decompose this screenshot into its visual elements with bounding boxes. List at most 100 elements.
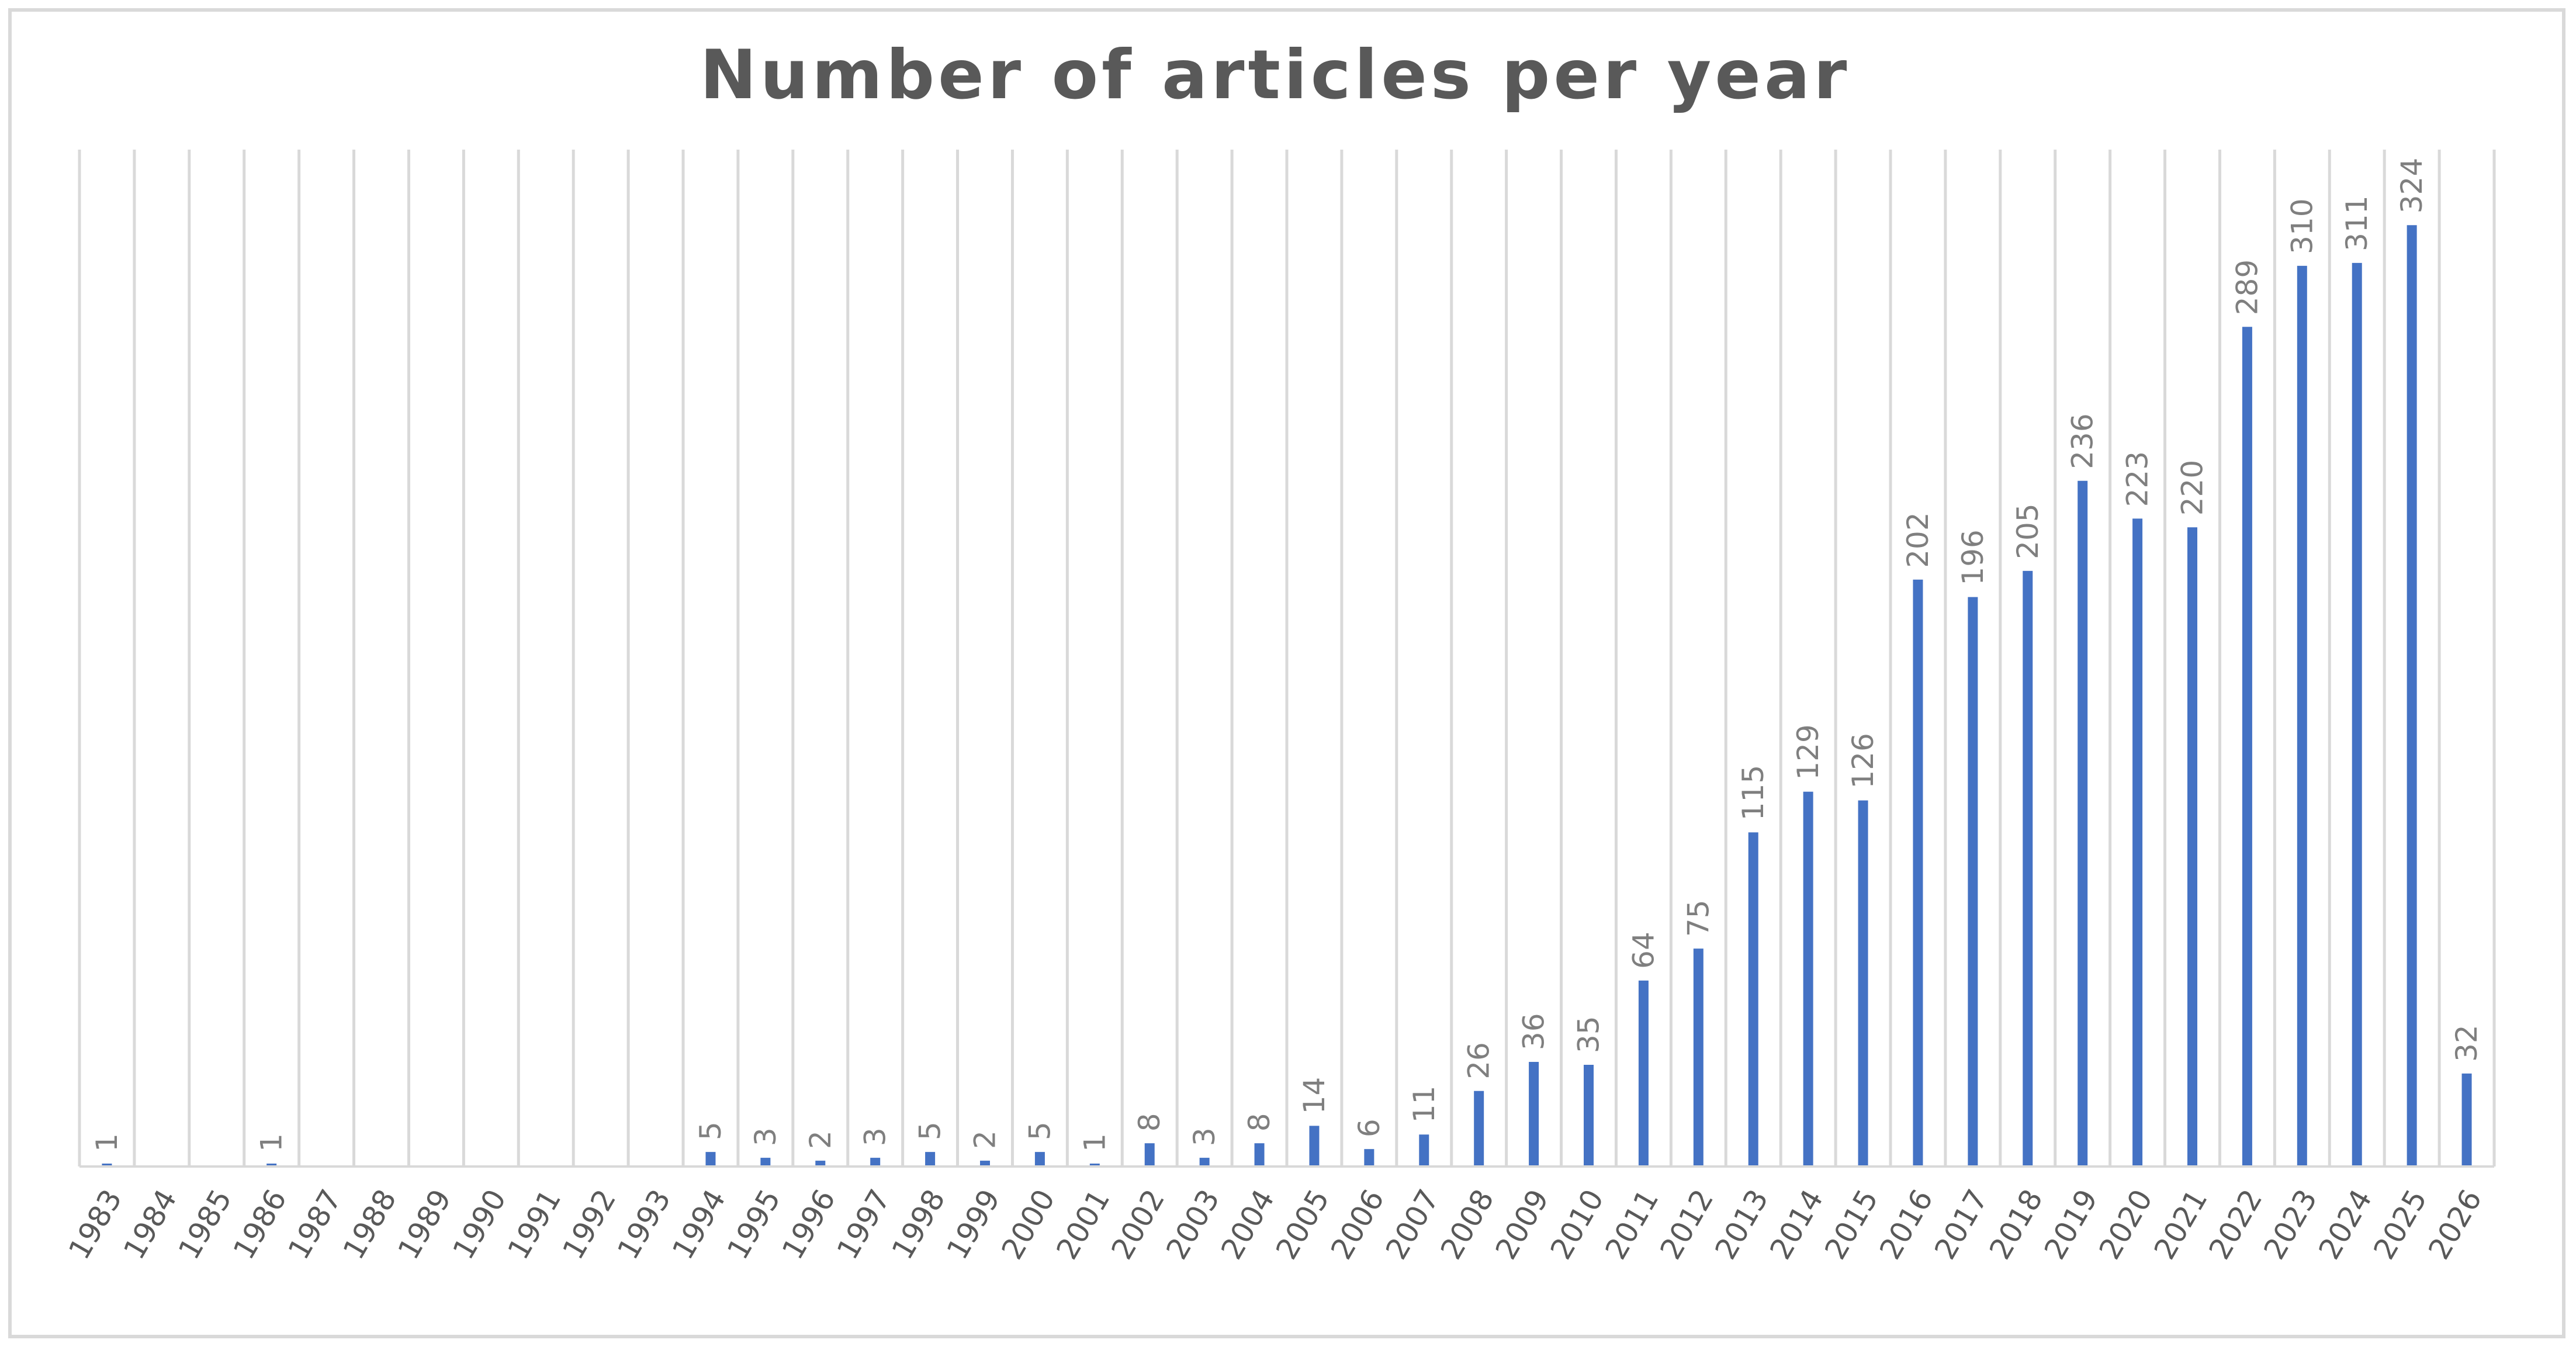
- bar-2003: [1199, 1158, 1210, 1166]
- bar-2008: [1474, 1091, 1484, 1166]
- x-tick-label-2010: 2010: [1544, 1184, 1611, 1265]
- x-tick-label-2020: 2020: [2093, 1184, 2159, 1265]
- x-tick-label-2024: 2024: [2312, 1184, 2378, 1265]
- bar-chart: Number of articles per year 1 15 3 2 3 5 2 5183…: [62, 36, 2496, 1265]
- x-tick-label-2008: 2008: [1434, 1184, 1501, 1265]
- bar-2004: [1254, 1143, 1265, 1166]
- x-tick-label-2001: 2001: [1050, 1184, 1117, 1265]
- bar-2014: [1803, 791, 1813, 1166]
- bar-1999: [980, 1161, 990, 1166]
- x-tick-label-1989: 1989: [392, 1184, 458, 1265]
- x-tick-label-2023: 2023: [2258, 1184, 2324, 1265]
- x-tick-label-2002: 2002: [1105, 1184, 1171, 1265]
- data-label-1998: 5: [913, 1121, 947, 1140]
- gridlines: [78, 150, 2496, 1166]
- x-tick-label-1993: 1993: [611, 1184, 677, 1265]
- x-tick-label-2015: 2015: [1818, 1184, 1885, 1265]
- data-label-2002: 8: [1133, 1113, 1166, 1131]
- x-tick-label-2019: 2019: [2038, 1184, 2104, 1265]
- bar-2025: [2407, 225, 2417, 1167]
- x-tick-label-1995: 1995: [721, 1184, 787, 1265]
- x-tick-label-2022: 2022: [2203, 1184, 2269, 1265]
- x-tick-label-2013: 2013: [1708, 1184, 1775, 1265]
- x-tick-label-2018: 2018: [1983, 1184, 2049, 1265]
- x-tick-label-2012: 2012: [1654, 1184, 1720, 1265]
- bar-2015: [1858, 800, 1868, 1166]
- bars: [102, 225, 2472, 1167]
- bar-2007: [1419, 1134, 1429, 1166]
- bar-2020: [2132, 518, 2143, 1167]
- bar-2006: [1364, 1149, 1374, 1166]
- x-tick-label-1998: 1998: [885, 1184, 952, 1265]
- bar-2026: [2461, 1073, 2472, 1166]
- bar-2000: [1034, 1152, 1045, 1166]
- bar-1994: [705, 1152, 716, 1166]
- bar-2012: [1693, 949, 1704, 1166]
- x-tick-label-2003: 2003: [1159, 1184, 1226, 1265]
- x-tick-label-2016: 2016: [1873, 1184, 1940, 1265]
- bar-2010: [1584, 1065, 1594, 1166]
- data-label-1986: 1: [255, 1133, 289, 1152]
- x-tick-label-2021: 2021: [2148, 1184, 2214, 1265]
- data-label-2026: 32: [2450, 1024, 2484, 1062]
- x-tick-label-1985: 1985: [172, 1184, 238, 1265]
- data-label-1999: 2: [968, 1130, 1002, 1149]
- chart-title: Number of articles per year: [700, 36, 1851, 115]
- bar-2002: [1144, 1143, 1155, 1166]
- data-label-2004: 8: [1242, 1113, 1276, 1131]
- bar-2001: [1089, 1164, 1100, 1166]
- data-label-2001: 1: [1078, 1133, 1112, 1152]
- bar-2011: [1638, 980, 1649, 1166]
- bar-2017: [1968, 597, 1978, 1166]
- data-label-2021: 220: [2176, 460, 2210, 515]
- x-tick-label-2011: 2011: [1599, 1184, 1666, 1265]
- x-tick-label-2004: 2004: [1214, 1184, 1281, 1265]
- x-tick-label-1991: 1991: [501, 1184, 567, 1265]
- x-tick-label-1986: 1986: [227, 1184, 293, 1265]
- x-tick-label-2017: 2017: [1928, 1184, 1995, 1265]
- data-label-2012: 75: [1681, 900, 1715, 937]
- x-tick-labels: 1983198419851986198719881989199019911992…: [62, 1184, 2488, 1265]
- data-label-2000: 5: [1023, 1121, 1057, 1140]
- data-label-2007: 11: [1407, 1086, 1441, 1123]
- data-label-2017: 196: [1956, 529, 1990, 585]
- data-label-2022: 289: [2230, 259, 2264, 315]
- x-tick-label-2009: 2009: [1489, 1184, 1556, 1265]
- data-label-2025: 324: [2395, 158, 2429, 213]
- bar-2022: [2242, 327, 2252, 1167]
- x-tick-label-2006: 2006: [1324, 1184, 1391, 1265]
- x-tick-label-1990: 1990: [446, 1184, 513, 1265]
- x-tick-label-1997: 1997: [830, 1184, 897, 1265]
- data-label-1997: 3: [858, 1127, 892, 1146]
- data-label-2005: 14: [1297, 1077, 1331, 1114]
- bar-2009: [1529, 1062, 1539, 1166]
- data-label-2006: 6: [1352, 1119, 1386, 1137]
- data-label-2018: 205: [2011, 503, 2045, 559]
- data-label-2003: 3: [1187, 1127, 1221, 1146]
- x-tick-label-1983: 1983: [62, 1184, 129, 1265]
- bar-1997: [870, 1158, 881, 1166]
- bar-2005: [1309, 1126, 1320, 1166]
- data-label-2019: 236: [2066, 413, 2100, 469]
- bar-1986: [266, 1164, 277, 1166]
- data-label-2020: 223: [2121, 451, 2155, 507]
- data-label-2013: 115: [1736, 765, 1770, 821]
- data-label-2009: 36: [1517, 1013, 1551, 1050]
- bar-2021: [2187, 527, 2197, 1167]
- x-tick-label-1996: 1996: [775, 1184, 842, 1265]
- x-tick-label-1999: 1999: [940, 1184, 1007, 1265]
- bar-1998: [925, 1152, 936, 1166]
- data-label-2010: 35: [1572, 1016, 1606, 1053]
- bar-2019: [2078, 480, 2088, 1166]
- x-tick-label-1994: 1994: [666, 1184, 732, 1265]
- data-label-2016: 202: [1901, 512, 1935, 567]
- data-label-2011: 64: [1626, 932, 1660, 969]
- x-tick-label-2005: 2005: [1269, 1184, 1336, 1265]
- data-label-2014: 129: [1791, 724, 1825, 780]
- data-label-1996: 2: [804, 1130, 837, 1149]
- data-label-1994: 5: [694, 1121, 728, 1140]
- bar-2016: [1913, 579, 1923, 1166]
- bar-2024: [2352, 262, 2362, 1166]
